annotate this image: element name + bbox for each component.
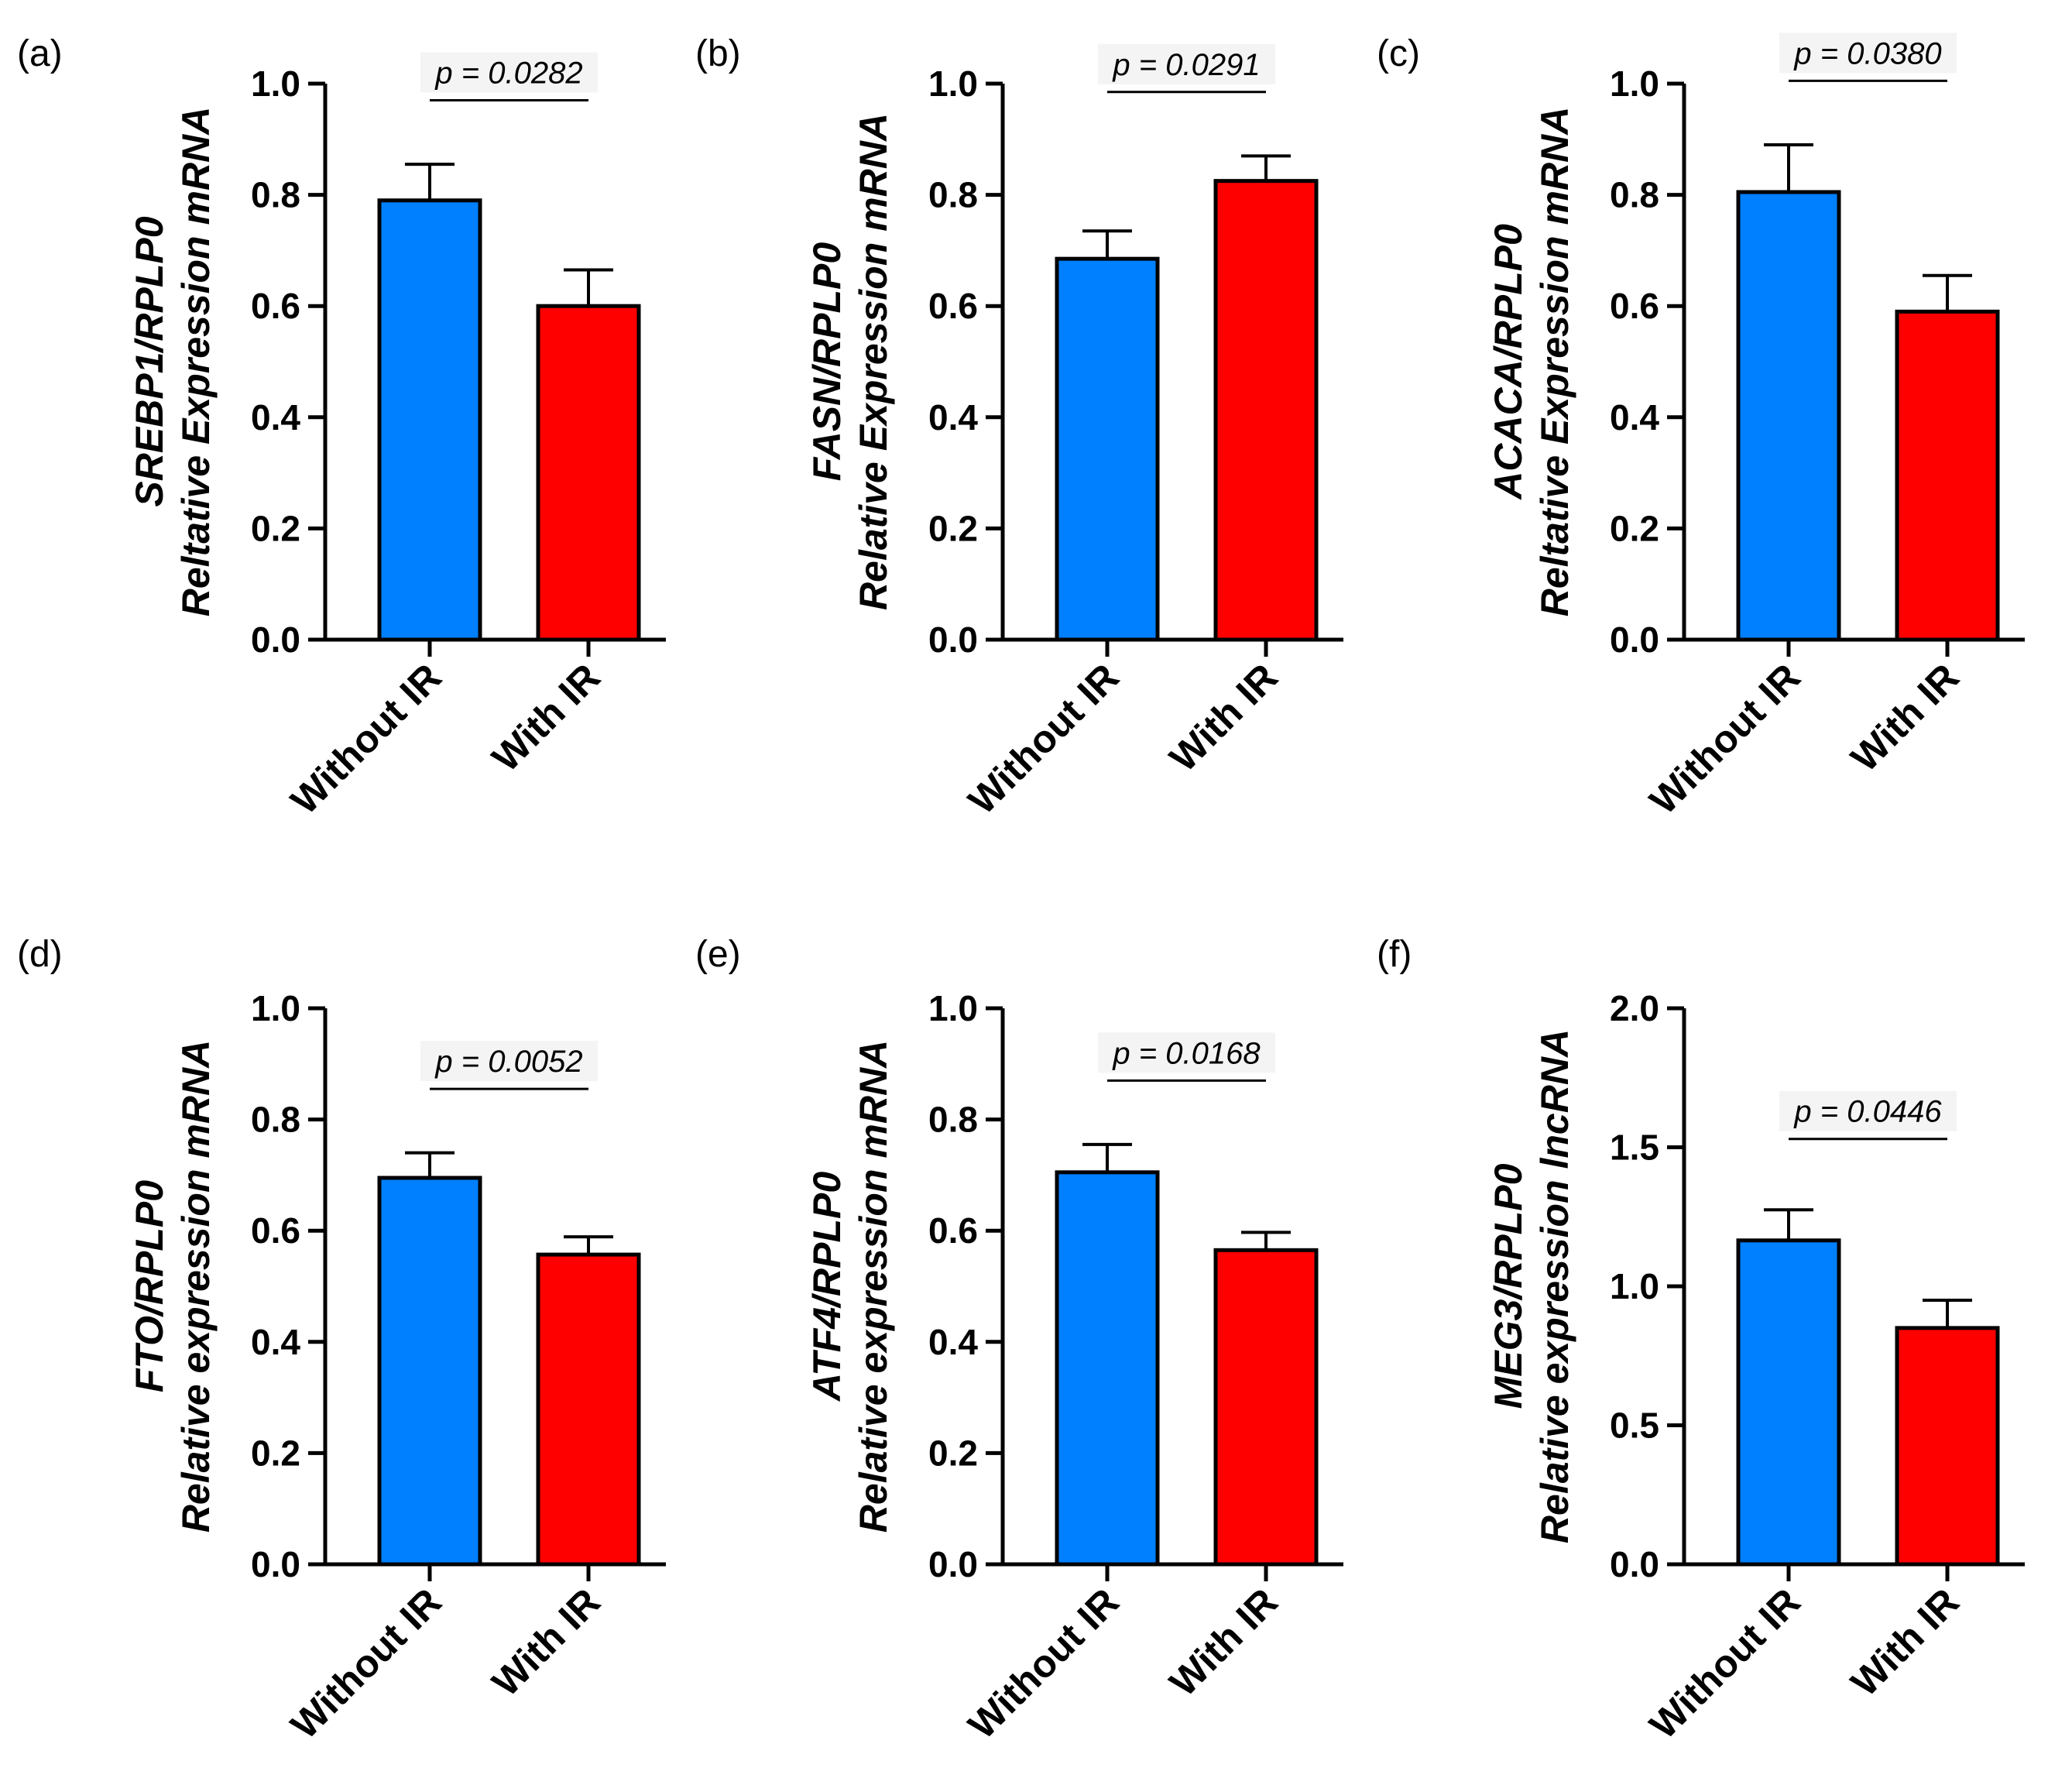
- panel-label: (a): [17, 33, 63, 74]
- bar-without-ir: [377, 198, 482, 642]
- panel-label: (f): [1377, 934, 1412, 975]
- y-axis-label-gene: FASN/RPLP0: [805, 242, 849, 482]
- x-tick-label: Without IR: [283, 1580, 450, 1747]
- chart-panel-a: (a) SREBP1/RPLP0 Reltative Expression mRNA…: [17, 33, 666, 822]
- chart-panel-e: (e) ATF4/RPLP0 Relative expression mRNA 0.0…: [695, 934, 1343, 1747]
- p-value-background: [420, 52, 598, 93]
- y-tick-label: 1.0: [928, 988, 978, 1028]
- bar-without-ir: [1055, 1170, 1160, 1567]
- bar-without-ir: [377, 1176, 482, 1567]
- y-tick-label: 0.0: [1610, 1544, 1659, 1584]
- y-tick-label: 0.4: [251, 1322, 300, 1362]
- bar-without-ir: [1736, 1238, 1841, 1567]
- y-tick-label: 0.4: [1610, 397, 1659, 438]
- bar-with-ir: [1895, 309, 2000, 642]
- bar-with-ir: [536, 1252, 641, 1567]
- p-value-label: p = 0.0380: [1793, 36, 1941, 70]
- y-tick-label: 0.0: [1610, 620, 1659, 660]
- y-tick-label: 0.6: [928, 1210, 978, 1251]
- y-axis-label-gene: SREBP1/RPLP0: [128, 216, 171, 506]
- y-tick-label: 1.5: [1610, 1128, 1659, 1168]
- y-tick-label: 1.0: [1610, 1266, 1659, 1306]
- y-axis-label-description: Relative expression mRNA: [174, 1040, 218, 1533]
- bar-with-ir: [1895, 1326, 2000, 1567]
- chart-panel-f: (f) MEG3/RPLP0 Relative expression lncRNA 0…: [1377, 934, 2025, 1747]
- p-value-background: [1098, 43, 1275, 84]
- chart-panel-d: (d) FTO/RPLP0 Relative expression mRNA 0.0 0…: [17, 934, 666, 1747]
- panel-label: (b): [695, 33, 741, 74]
- y-tick-label: 0.8: [1610, 175, 1659, 215]
- y-tick-label: 0.2: [251, 1433, 300, 1473]
- y-axis-label-description: Relative Expression mRNA: [852, 113, 895, 610]
- x-tick-label: Without IR: [1641, 1580, 1809, 1747]
- bar-with-ir: [1213, 179, 1319, 642]
- y-tick-label: 0.0: [928, 1544, 978, 1584]
- p-value-background: [420, 1041, 598, 1082]
- y-axis-label-description: Relative expression lncRNA: [1533, 1029, 1576, 1543]
- x-tick-label: With IR: [484, 655, 609, 780]
- y-tick-label: 0.8: [928, 1100, 978, 1140]
- y-tick-label: 0.0: [251, 1544, 300, 1584]
- y-tick-label: 1.0: [251, 988, 300, 1028]
- y-axis-label-gene: FTO/RPLP0: [128, 1180, 171, 1392]
- y-axis-label-description: Relative expression mRNA: [852, 1040, 895, 1533]
- y-axis-label-gene: MEG3/RPLP0: [1487, 1163, 1530, 1409]
- y-tick-label: 0.4: [251, 397, 300, 438]
- x-tick-label: With IR: [1161, 655, 1286, 780]
- y-tick-label: 0.2: [251, 508, 300, 548]
- x-tick-label: With IR: [1161, 1580, 1286, 1704]
- y-tick-label: 0.0: [928, 620, 978, 660]
- y-tick-label: 0.6: [1610, 286, 1659, 326]
- chart-panel-c: (c) ACACA/RPLP0 Reltative Expression mRNA 0…: [1377, 33, 2025, 822]
- y-tick-label: 0.5: [1610, 1406, 1659, 1446]
- y-tick-label: 0.6: [928, 286, 978, 326]
- bar-without-ir: [1736, 190, 1841, 642]
- y-tick-label: 0.8: [251, 1100, 300, 1140]
- bar-with-ir: [536, 304, 641, 642]
- y-tick-label: 1.0: [928, 64, 978, 104]
- y-tick-label: 1.0: [1610, 64, 1659, 104]
- p-value-label: p = 0.0168: [1112, 1036, 1261, 1070]
- y-tick-label: 2.0: [1610, 988, 1659, 1028]
- chart-panel-b: (b) FASN/RPLP0 Relative Expression mRNA 0.0…: [695, 33, 1343, 822]
- y-tick-label: 0.8: [251, 175, 300, 215]
- y-tick-label: 0.4: [928, 1322, 978, 1362]
- y-tick-label: 0.8: [928, 175, 978, 215]
- p-value-background: [1098, 1032, 1275, 1073]
- y-tick-label: 0.2: [928, 508, 978, 548]
- p-value-label: p = 0.0446: [1793, 1095, 1942, 1129]
- panel-label: (c): [1377, 33, 1420, 74]
- x-tick-label: Without IR: [960, 655, 1127, 822]
- x-tick-label: With IR: [484, 1580, 609, 1704]
- y-tick-label: 0.6: [251, 286, 300, 326]
- panel-label: (d): [17, 934, 63, 975]
- x-tick-label: Without IR: [960, 1580, 1127, 1747]
- y-axis-label-description: Reltative Expression mRNA: [174, 107, 218, 617]
- y-tick-label: 1.0: [251, 64, 300, 104]
- panel-label: (e): [695, 934, 741, 975]
- y-axis-label-gene: ATF4/RPLP0: [805, 1172, 849, 1403]
- p-value-label: p = 0.0052: [434, 1045, 582, 1079]
- x-tick-label: Without IR: [1641, 655, 1809, 822]
- p-value-label: p = 0.0282: [434, 57, 582, 91]
- p-value-background: [1779, 1090, 1957, 1131]
- bar-with-ir: [1213, 1248, 1319, 1567]
- p-value-label: p = 0.0291: [1112, 48, 1260, 82]
- y-tick-label: 0.0: [251, 620, 300, 660]
- y-tick-label: 0.2: [928, 1433, 978, 1473]
- bar-without-ir: [1055, 256, 1160, 642]
- x-tick-label: Without IR: [283, 655, 450, 822]
- x-tick-label: With IR: [1843, 655, 1967, 780]
- x-tick-label: With IR: [1843, 1580, 1967, 1704]
- y-axis-label-description: Reltative Expression mRNA: [1533, 107, 1576, 617]
- y-tick-label: 0.6: [251, 1210, 300, 1251]
- y-axis-label-gene: ACACA/RPLP0: [1487, 224, 1530, 501]
- p-value-background: [1779, 33, 1957, 74]
- y-tick-label: 0.2: [1610, 508, 1659, 548]
- y-tick-label: 0.4: [928, 397, 978, 438]
